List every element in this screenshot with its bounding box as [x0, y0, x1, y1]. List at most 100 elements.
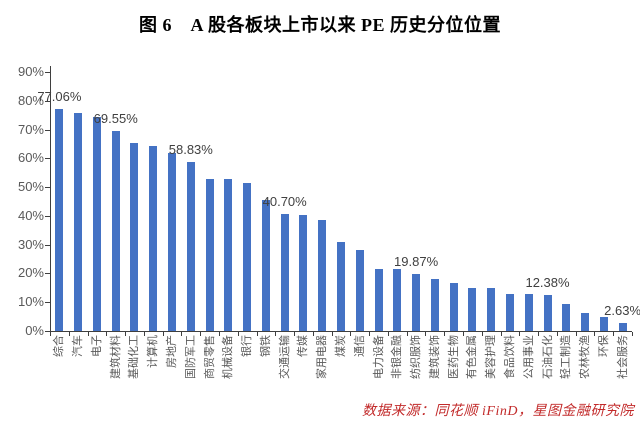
y-tick-mark	[45, 187, 50, 189]
y-tick-mark	[45, 158, 50, 160]
y-tick-label: 70%	[17, 121, 44, 137]
bar	[599, 316, 608, 331]
bar	[337, 242, 345, 331]
y-tick-label: 30%	[17, 236, 44, 252]
x-category-label-text: 机械设备	[222, 335, 235, 379]
y-tick-label: 20%	[17, 265, 44, 281]
x-tick-mark	[50, 332, 51, 336]
x-category-label-text: 环保	[597, 335, 610, 357]
bar	[543, 295, 552, 331]
data-source-note: 数据来源：同花顺 iFinD，星图金融研究院	[362, 404, 634, 419]
bar	[280, 213, 289, 331]
x-tick-mark	[594, 332, 596, 336]
x-tick-mark	[556, 332, 558, 336]
x-category-label-text: 商贸零售	[203, 335, 216, 379]
y-tick-mark	[45, 100, 50, 102]
x-axis-line	[50, 331, 632, 332]
x-tick-mark	[350, 332, 352, 336]
x-tick-mark	[106, 332, 108, 336]
y-tick-mark	[45, 273, 50, 275]
bar-value-label: 2.63%	[604, 303, 640, 319]
bar	[92, 116, 101, 331]
x-category-label-text: 非银金融	[391, 335, 404, 379]
bar	[261, 200, 270, 331]
bar-value-label: 69.55%	[93, 110, 138, 126]
x-category-label-text: 公用事业	[522, 335, 535, 379]
y-tick-mark	[45, 71, 50, 73]
bar	[562, 304, 571, 331]
bar	[355, 250, 364, 331]
x-category-label-text: 房地产	[166, 335, 179, 368]
x-tick-mark	[68, 332, 70, 336]
bar	[449, 283, 458, 331]
bar	[487, 288, 496, 331]
bar	[149, 145, 158, 331]
bar-value-label: 19.87%	[394, 253, 439, 269]
x-tick-mark	[275, 332, 277, 336]
x-tick-mark	[369, 332, 371, 336]
bar	[318, 219, 327, 331]
x-tick-mark	[463, 332, 465, 336]
bar	[468, 287, 477, 331]
x-tick-mark	[444, 332, 446, 336]
x-tick-mark	[143, 332, 145, 336]
x-tick-mark	[406, 332, 408, 336]
x-category-label-text: 食品饮料	[503, 335, 516, 379]
x-tick-mark	[425, 332, 427, 336]
x-tick-mark	[200, 332, 202, 336]
bar	[55, 109, 64, 331]
bar	[74, 112, 83, 331]
bar	[374, 268, 383, 331]
x-category-label-text: 纺织服饰	[410, 335, 423, 379]
y-tick-label: 80%	[17, 92, 44, 108]
y-tick-mark	[45, 331, 50, 332]
bar	[299, 215, 308, 331]
bar	[505, 293, 514, 331]
x-category-label-text: 钢铁	[259, 335, 272, 357]
x-category-label-text: 轻工制造	[560, 335, 573, 379]
bar	[524, 294, 533, 331]
bar	[393, 269, 402, 331]
x-tick-mark	[256, 332, 258, 336]
x-tick-mark	[387, 332, 389, 336]
bar-value-label: 77.06%	[37, 89, 82, 105]
x-tick-mark	[181, 332, 183, 336]
bar	[130, 142, 139, 331]
bar	[168, 152, 177, 331]
x-category-label-text: 交通运输	[278, 335, 291, 379]
x-category-label-text: 综合	[53, 335, 66, 357]
x-category-label-text: 建筑材料	[109, 335, 122, 379]
x-category-label-text: 建筑装饰	[428, 335, 441, 379]
bar-value-label: 12.38%	[525, 275, 570, 291]
x-tick-mark	[125, 332, 127, 336]
x-category-label-text: 家用电器	[316, 335, 329, 379]
bar	[412, 273, 421, 331]
x-category-label-text: 社会服务	[616, 335, 629, 379]
x-category-label-text: 农林牧渔	[579, 335, 592, 379]
chart-title: 图 6 A 股各板块上市以来 PE 历史分位位置	[138, 15, 501, 35]
bar	[111, 130, 120, 331]
x-category-label-text: 计算机	[147, 335, 160, 368]
bar	[581, 312, 590, 331]
bar	[430, 279, 439, 331]
bar-value-label: 58.83%	[168, 141, 213, 157]
x-tick-mark	[218, 332, 220, 336]
x-tick-mark	[237, 332, 239, 336]
x-category-label-text: 国防军工	[184, 335, 197, 379]
bar	[243, 182, 252, 331]
x-tick-mark	[162, 332, 164, 336]
x-category-label-text: 石油石化	[541, 335, 554, 379]
y-tick-mark	[45, 302, 50, 304]
bar	[186, 161, 195, 331]
y-tick-label: 40%	[17, 207, 44, 223]
y-tick-label: 90%	[17, 63, 44, 79]
x-tick-mark	[613, 332, 615, 336]
x-tick-mark	[519, 332, 521, 336]
x-tick-mark	[294, 332, 296, 336]
y-tick-mark	[45, 215, 50, 217]
x-tick-mark	[632, 332, 633, 336]
x-category-label-text: 美容护理	[485, 335, 498, 379]
x-category-label-text: 基础化工	[128, 335, 141, 379]
